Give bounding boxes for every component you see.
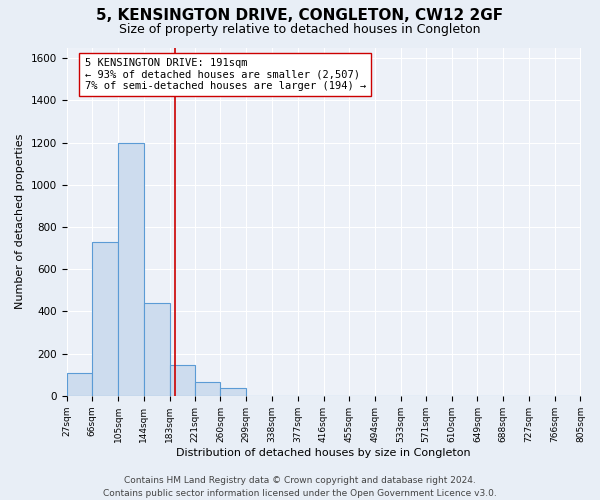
Text: Contains HM Land Registry data © Crown copyright and database right 2024.
Contai: Contains HM Land Registry data © Crown c… xyxy=(103,476,497,498)
Bar xyxy=(194,382,220,396)
X-axis label: Distribution of detached houses by size in Congleton: Distribution of detached houses by size … xyxy=(176,448,471,458)
Text: Size of property relative to detached houses in Congleton: Size of property relative to detached ho… xyxy=(119,22,481,36)
Bar xyxy=(118,142,144,396)
Y-axis label: Number of detached properties: Number of detached properties xyxy=(15,134,25,310)
Bar xyxy=(170,365,194,396)
Bar xyxy=(67,372,92,396)
Text: 5 KENSINGTON DRIVE: 191sqm
← 93% of detached houses are smaller (2,507)
7% of se: 5 KENSINGTON DRIVE: 191sqm ← 93% of deta… xyxy=(85,58,366,91)
Bar xyxy=(144,303,170,396)
Text: 5, KENSINGTON DRIVE, CONGLETON, CW12 2GF: 5, KENSINGTON DRIVE, CONGLETON, CW12 2GF xyxy=(97,8,503,22)
Bar xyxy=(92,242,118,396)
Bar xyxy=(220,388,246,396)
